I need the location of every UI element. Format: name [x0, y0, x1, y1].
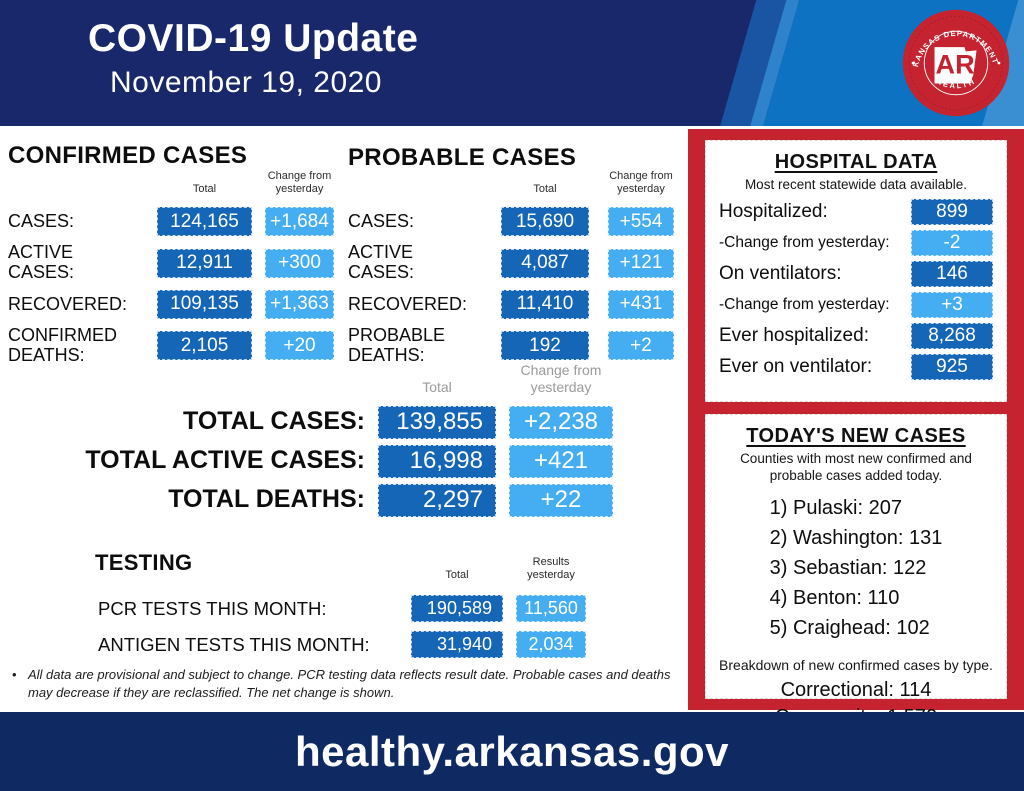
totals-row-label: TOTAL ACTIVE CASES: [85, 446, 365, 475]
hospital-row-label: On ventilators: [719, 262, 842, 284]
probable-change-value: +554 [608, 207, 674, 237]
testing-row-label: ANTIGEN TESTS THIS MONTH: [98, 633, 370, 655]
confirmed-cases-table: Total Change from yesterday CASES: 124,1… [8, 170, 334, 366]
totals-change-value: +2,238 [509, 405, 613, 439]
hospital-data-heading: HOSPITAL DATA [774, 151, 938, 173]
logo-monogram: AR [936, 49, 975, 79]
hospital-row-value: -2 [911, 229, 993, 256]
testing-heading: TESTING [95, 550, 193, 575]
totals-change-value: +22 [509, 483, 613, 517]
county-list-item: 4) Benton: 110 [769, 586, 900, 609]
probable-col-total: Total [533, 183, 557, 196]
hospital-row-value: 925 [911, 353, 993, 380]
page-title: COVID-19 Update [88, 17, 419, 60]
totals-change-value: +421 [509, 444, 613, 478]
testing-results-value: 2,034 [516, 631, 586, 659]
probable-change-value: +431 [608, 289, 674, 319]
confirmed-change-value: +1,363 [265, 289, 334, 319]
probable-row-label: CASES: [348, 210, 415, 231]
hospital-row: -Change from yesterday: -2 [719, 229, 993, 256]
hospital-row-label: Ever on ventilator: [719, 355, 873, 377]
confirmed-change-value: +1,684 [265, 207, 334, 237]
footer-url: healthy.arkansas.gov [294, 727, 730, 775]
new-cases-heading: TODAY'S NEW CASES [746, 425, 966, 447]
hospital-row: Ever hospitalized: 8,268 [719, 322, 993, 349]
totals-total-value: 2,297 [378, 483, 496, 517]
probable-col-change: Change from yesterday [609, 170, 673, 196]
footer-banner: healthy.arkansas.gov [0, 712, 1024, 791]
confirmed-col-total: Total [192, 183, 217, 196]
totals-total-value: 139,855 [378, 405, 496, 439]
county-list-item: 2) Washington: 131 [769, 526, 943, 549]
testing-table: Total Results yesterday PCR TESTS THIS M… [98, 556, 586, 659]
probable-change-value: +2 [608, 331, 674, 361]
totals-col-total: Total [422, 378, 452, 395]
hospital-row-label: -Change from yesterday: [719, 295, 890, 313]
todays-new-cases-card: TODAY'S NEW CASES Counties with most new… [705, 414, 1007, 728]
totals-table: Total Change from yesterday TOTAL CASES:… [65, 362, 613, 517]
probable-total-value: 15,690 [501, 207, 589, 237]
testing-results-value: 11,560 [516, 595, 586, 623]
confirmed-change-value: +300 [265, 248, 334, 278]
breakdown-item: Correctional: 114 [780, 678, 932, 701]
county-list-item: 1) Pulaski: 207 [769, 496, 902, 519]
totals-row-label: TOTAL CASES: [183, 407, 365, 436]
hospital-data-subheading: Most recent statewide data available. [744, 177, 968, 192]
confirmed-change-value: +20 [265, 331, 334, 361]
confirmed-col-change: Change from yesterday [267, 170, 332, 196]
hospital-row-value: 899 [911, 198, 993, 225]
probable-row-label: ACTIVE CASES: [348, 242, 415, 283]
probable-total-value: 11,410 [501, 289, 589, 319]
hospital-row-value: +3 [911, 291, 993, 318]
totals-total-value: 16,998 [378, 444, 496, 478]
arkansas-department-of-health-logo-icon: ARKANSAS DEPARTMENT OF HEALTH AR [902, 9, 1010, 117]
totals-row-label: TOTAL DEATHS: [168, 485, 365, 514]
testing-total-value: 31,940 [411, 631, 503, 659]
probable-row-label: RECOVERED: [348, 293, 468, 314]
hospital-data-card: HOSPITAL DATA Most recent statewide data… [705, 140, 1007, 402]
header-text-block: COVID-19 Update November 19, 2020 [88, 17, 419, 100]
hospital-row-label: Ever hospitalized: [719, 324, 869, 346]
county-list-item: 5) Craighead: 102 [769, 616, 930, 639]
probable-cases-heading: PROBABLE CASES [348, 144, 577, 171]
arkansas-state-shape-icon [934, 47, 977, 84]
confirmed-cases-heading: CONFIRMED CASES [8, 142, 248, 169]
page-date: November 19, 2020 [110, 65, 382, 99]
right-red-panel: HOSPITAL DATA Most recent statewide data… [688, 129, 1024, 728]
county-list: 1) Pulaski: 207 2) Washington: 131 3) Se… [770, 493, 943, 643]
probable-total-value: 4,087 [501, 248, 589, 278]
probable-total-value: 192 [501, 331, 589, 361]
hospital-row-value: 8,268 [911, 322, 993, 349]
disclaimer-footnote: All data are provisional and subject to … [12, 666, 683, 702]
totals-col-change: Change from yesterday [520, 362, 602, 395]
probable-change-value: +121 [608, 248, 674, 278]
hospital-row: Ever on ventilator: 925 [719, 353, 993, 380]
county-list-item: 3) Sebastian: 122 [769, 556, 927, 579]
confirmed-row-label: RECOVERED: [8, 293, 128, 314]
confirmed-row-label: ACTIVE CASES: [8, 242, 75, 283]
confirmed-total-value: 12,911 [157, 248, 252, 278]
confirmed-total-value: 109,135 [157, 289, 252, 319]
probable-cases-table: Total Change from yesterday CASES: 15,69… [348, 170, 674, 366]
hospital-row-value: 146 [911, 260, 993, 287]
confirmed-total-value: 2,105 [157, 331, 252, 361]
hospital-row-label: Hospitalized: [719, 200, 828, 222]
new-cases-subheading: Counties with most new confirmed and pro… [740, 451, 972, 483]
probable-row-label: PROBABLE DEATHS: [348, 324, 446, 365]
hospital-row: -Change from yesterday: +3 [719, 291, 993, 318]
confirmed-row-label: CASES: [8, 210, 75, 231]
testing-row-label: PCR TESTS THIS MONTH: [98, 597, 327, 619]
hospital-row-label: -Change from yesterday: [719, 233, 890, 251]
testing-col-total: Total [445, 569, 469, 582]
hospital-row: On ventilators: 146 [719, 260, 993, 287]
hospital-row: Hospitalized: 899 [719, 198, 993, 225]
confirmed-total-value: 124,165 [157, 207, 252, 237]
breakdown-heading: Breakdown of new confirmed cases by type… [719, 656, 993, 673]
testing-col-results: Results yesterday [527, 556, 575, 582]
testing-total-value: 190,589 [411, 595, 503, 623]
header-banner: COVID-19 Update November 19, 2020 ARKANS… [0, 0, 1024, 126]
confirmed-row-label: CONFIRMED DEATHS: [8, 324, 117, 365]
